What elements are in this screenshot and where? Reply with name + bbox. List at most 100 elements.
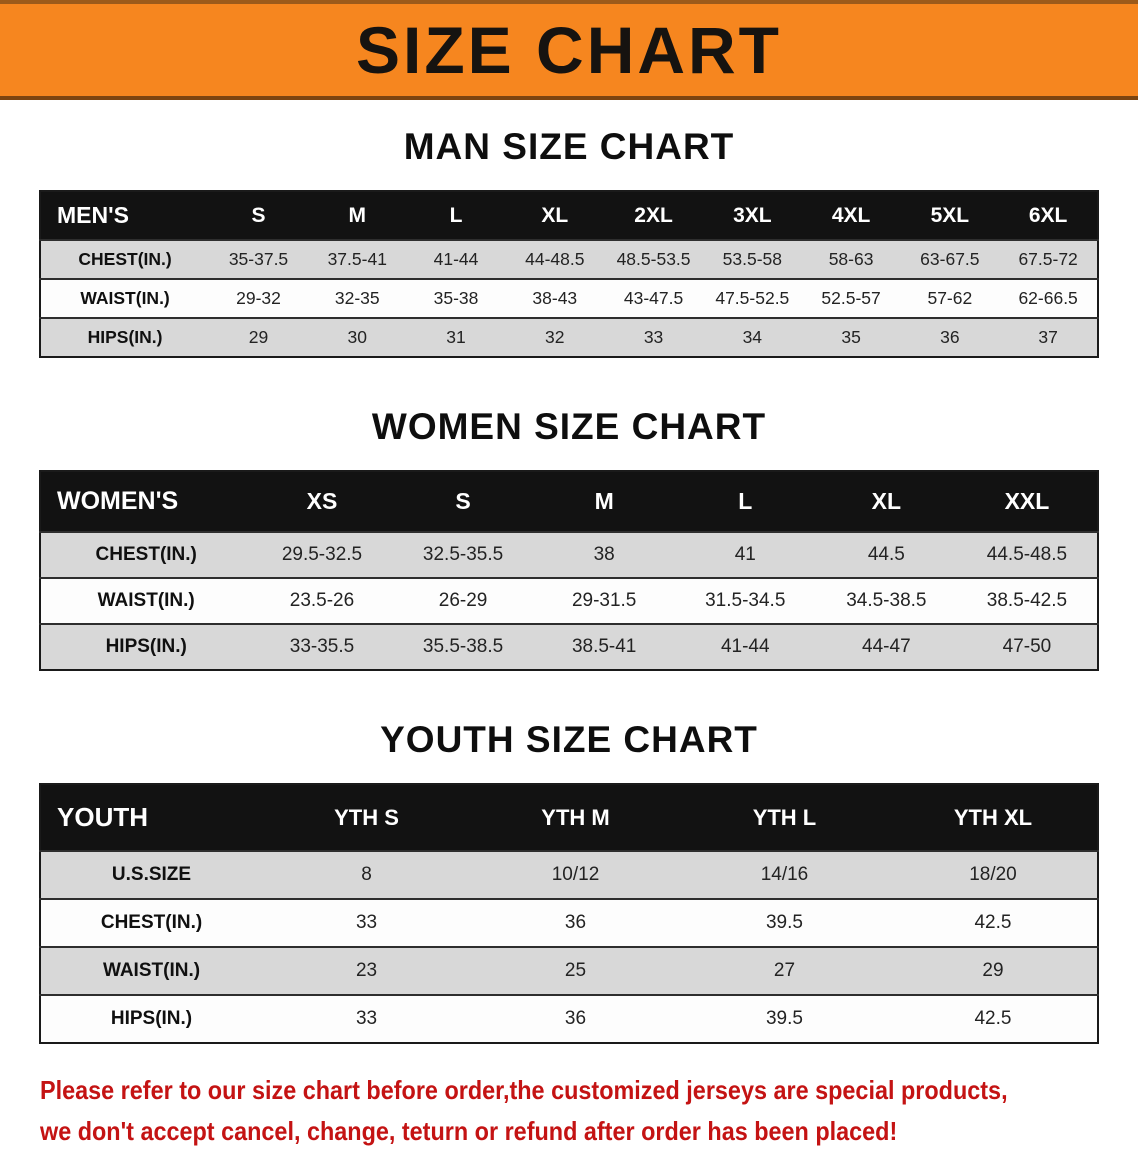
youth-size-chart-section: YOUTH SIZE CHART YOUTH YTH S YTH M YTH L YTH… bbox=[0, 719, 1138, 1044]
measurement-value: 38-43 bbox=[532, 288, 578, 308]
measurement-value: 36 bbox=[940, 327, 960, 347]
measurement-row: CHEST(IN.) 35-37.5 37.5-41 41-44 44-48.5 48.5… bbox=[40, 240, 1098, 279]
measurement-value: 30 bbox=[347, 327, 367, 347]
measurement-value: 41-44 bbox=[720, 636, 770, 657]
measurement-value: 43-47.5 bbox=[623, 288, 684, 308]
size-column-header: 5XL bbox=[900, 191, 1000, 240]
measurement-value: 26-29 bbox=[438, 590, 488, 611]
measurement-value: 35 bbox=[841, 327, 861, 347]
measurement-value: 41 bbox=[734, 544, 756, 565]
measurement-value: 32 bbox=[545, 327, 565, 347]
men-size-table: MEN'S S M L XL 2XL 3XL 4XL 5XL 6XL CHEST(IN.) 35-37… bbox=[39, 190, 1099, 358]
order-notice: Please refer to our size chart before or… bbox=[40, 1074, 1098, 1147]
measurement-label: HIPS(IN.) bbox=[87, 327, 163, 347]
measurement-value: 35.5-38.5 bbox=[422, 636, 504, 657]
measurement-label: CHEST(IN.) bbox=[78, 249, 172, 269]
measurement-value: 34 bbox=[742, 327, 763, 347]
size-column-header: M bbox=[307, 191, 407, 240]
measurement-value: 31.5-34.5 bbox=[705, 590, 786, 611]
measurement-row: HIPS(IN.) 33-35.5 35.5-38.5 38.5-41 41-44 44-… bbox=[40, 624, 1098, 670]
measurement-value: 27 bbox=[773, 960, 796, 981]
measurement-value: 38 bbox=[593, 544, 615, 565]
size-column-header: 4XL bbox=[801, 191, 901, 240]
size-column-header: 3XL bbox=[702, 191, 802, 240]
measurement-label: U.S.SIZE bbox=[111, 864, 192, 885]
measurement-value: 44-47 bbox=[862, 636, 911, 657]
measurement-value: 58-63 bbox=[828, 249, 874, 269]
table-title-cell: YOUTH bbox=[40, 784, 263, 851]
notice-line-1: Please refer to our size chart before or… bbox=[40, 1075, 1008, 1105]
measurement-value: 29-31.5 bbox=[571, 590, 637, 611]
measurement-row: U.S.SIZE 8 10/12 14/16 18/20 bbox=[40, 851, 1098, 899]
measurement-value: 52.5-57 bbox=[821, 288, 881, 308]
size-column-header: L bbox=[406, 191, 506, 240]
measurement-value: 33 bbox=[355, 1008, 378, 1029]
measurement-value: 29 bbox=[248, 327, 269, 347]
measurement-value: 25 bbox=[564, 960, 587, 981]
measurement-row: WAIST(IN.) 23 25 27 29 bbox=[40, 947, 1098, 995]
measurement-value: 62-66.5 bbox=[1018, 288, 1078, 308]
table-header-row: MEN'S S M L XL 2XL 3XL 4XL 5XL 6XL bbox=[40, 191, 1098, 240]
measurement-value: 32.5-35.5 bbox=[422, 544, 504, 565]
size-column-header: XXL bbox=[956, 471, 1098, 532]
table-header-row: YOUTH YTH S YTH M YTH L YTH XL bbox=[40, 784, 1098, 851]
table-header-row: WOMEN'S XS S M L XL XXL bbox=[40, 471, 1098, 532]
size-column-header: 2XL bbox=[604, 191, 703, 240]
measurement-label: WAIST(IN.) bbox=[80, 288, 170, 308]
measurement-row: WAIST(IN.) 23.5-26 26-29 29-31.5 31.5-34.5 34… bbox=[40, 578, 1098, 624]
size-column-header: S bbox=[209, 191, 308, 240]
measurement-value: 39.5 bbox=[765, 912, 803, 933]
measurement-value: 8 bbox=[361, 864, 372, 885]
banner: SIZE CHART bbox=[0, 0, 1138, 100]
measurement-row: CHEST(IN.) 33 36 39.5 42.5 bbox=[40, 899, 1098, 947]
measurement-value: 41-44 bbox=[433, 249, 479, 269]
measurement-row: CHEST(IN.) 29.5-32.5 32.5-35.5 38 41 44.5 44.5… bbox=[40, 532, 1098, 578]
table-title-cell: WOMEN'S bbox=[40, 471, 252, 532]
measurement-row: HIPS(IN.) 33 36 39.5 42.5 bbox=[40, 995, 1098, 1043]
women-size-chart-heading: WOMEN SIZE CHART bbox=[371, 406, 767, 447]
size-column-header: S bbox=[392, 471, 534, 532]
measurement-value: 36 bbox=[564, 912, 587, 933]
measurement-label: WAIST(IN.) bbox=[102, 960, 201, 981]
measurement-value: 33 bbox=[355, 912, 378, 933]
measurement-value: 38.5-41 bbox=[571, 636, 637, 657]
measurement-value: 23 bbox=[355, 960, 378, 981]
measurement-value: 63-67.5 bbox=[920, 249, 980, 269]
banner-title: SIZE CHART bbox=[356, 13, 782, 87]
measurement-label: CHEST(IN.) bbox=[95, 544, 197, 565]
measurement-value: 29 bbox=[982, 960, 1004, 981]
measurement-value: 47.5-52.5 bbox=[715, 288, 790, 308]
measurement-value: 42.5 bbox=[974, 912, 1012, 933]
measurement-row: WAIST(IN.) 29-32 32-35 35-38 38-43 43-47.5 47.… bbox=[40, 279, 1098, 318]
measurement-value: 44.5-48.5 bbox=[986, 544, 1068, 565]
measurement-value: 32-35 bbox=[334, 288, 380, 308]
measurement-value: 44.5 bbox=[867, 544, 905, 565]
measurement-value: 34.5-38.5 bbox=[846, 590, 927, 611]
measurement-label: HIPS(IN.) bbox=[105, 636, 187, 657]
measurement-label: WAIST(IN.) bbox=[97, 590, 195, 611]
size-column-header: L bbox=[674, 471, 816, 532]
measurement-value: 33-35.5 bbox=[289, 636, 355, 657]
measurement-value: 31 bbox=[446, 327, 466, 347]
measurement-value: 35-38 bbox=[433, 288, 479, 308]
measurement-value: 36 bbox=[564, 1008, 587, 1029]
measurement-value: 39.5 bbox=[765, 1008, 803, 1029]
measurement-value: 44-48.5 bbox=[525, 249, 585, 269]
measurement-label: CHEST(IN.) bbox=[100, 912, 203, 933]
size-column-header: XS bbox=[251, 471, 393, 532]
women-size-table: WOMEN'S XS S M L XL XXL CHEST(IN.) 29.5-32.5 32.5… bbox=[39, 470, 1099, 671]
measurement-row: HIPS(IN.) 29 30 31 32 33 34 35 36 37 bbox=[40, 318, 1098, 357]
size-column-header: 6XL bbox=[999, 191, 1098, 240]
measurement-value: 42.5 bbox=[974, 1008, 1012, 1029]
measurement-value: 14/16 bbox=[760, 864, 809, 885]
notice-line-2: we don't accept cancel, change, teturn o… bbox=[40, 1115, 898, 1146]
men-size-chart-heading: MAN SIZE CHART bbox=[403, 126, 735, 167]
measurement-label: HIPS(IN.) bbox=[110, 1008, 193, 1029]
size-column-header: XL bbox=[815, 471, 957, 532]
measurement-value: 38.5-42.5 bbox=[986, 590, 1068, 611]
measurement-value: 33 bbox=[643, 327, 664, 347]
size-column-header: M bbox=[533, 471, 675, 532]
size-column-header: YTH M bbox=[471, 784, 680, 851]
size-column-header: YTH XL bbox=[888, 784, 1098, 851]
